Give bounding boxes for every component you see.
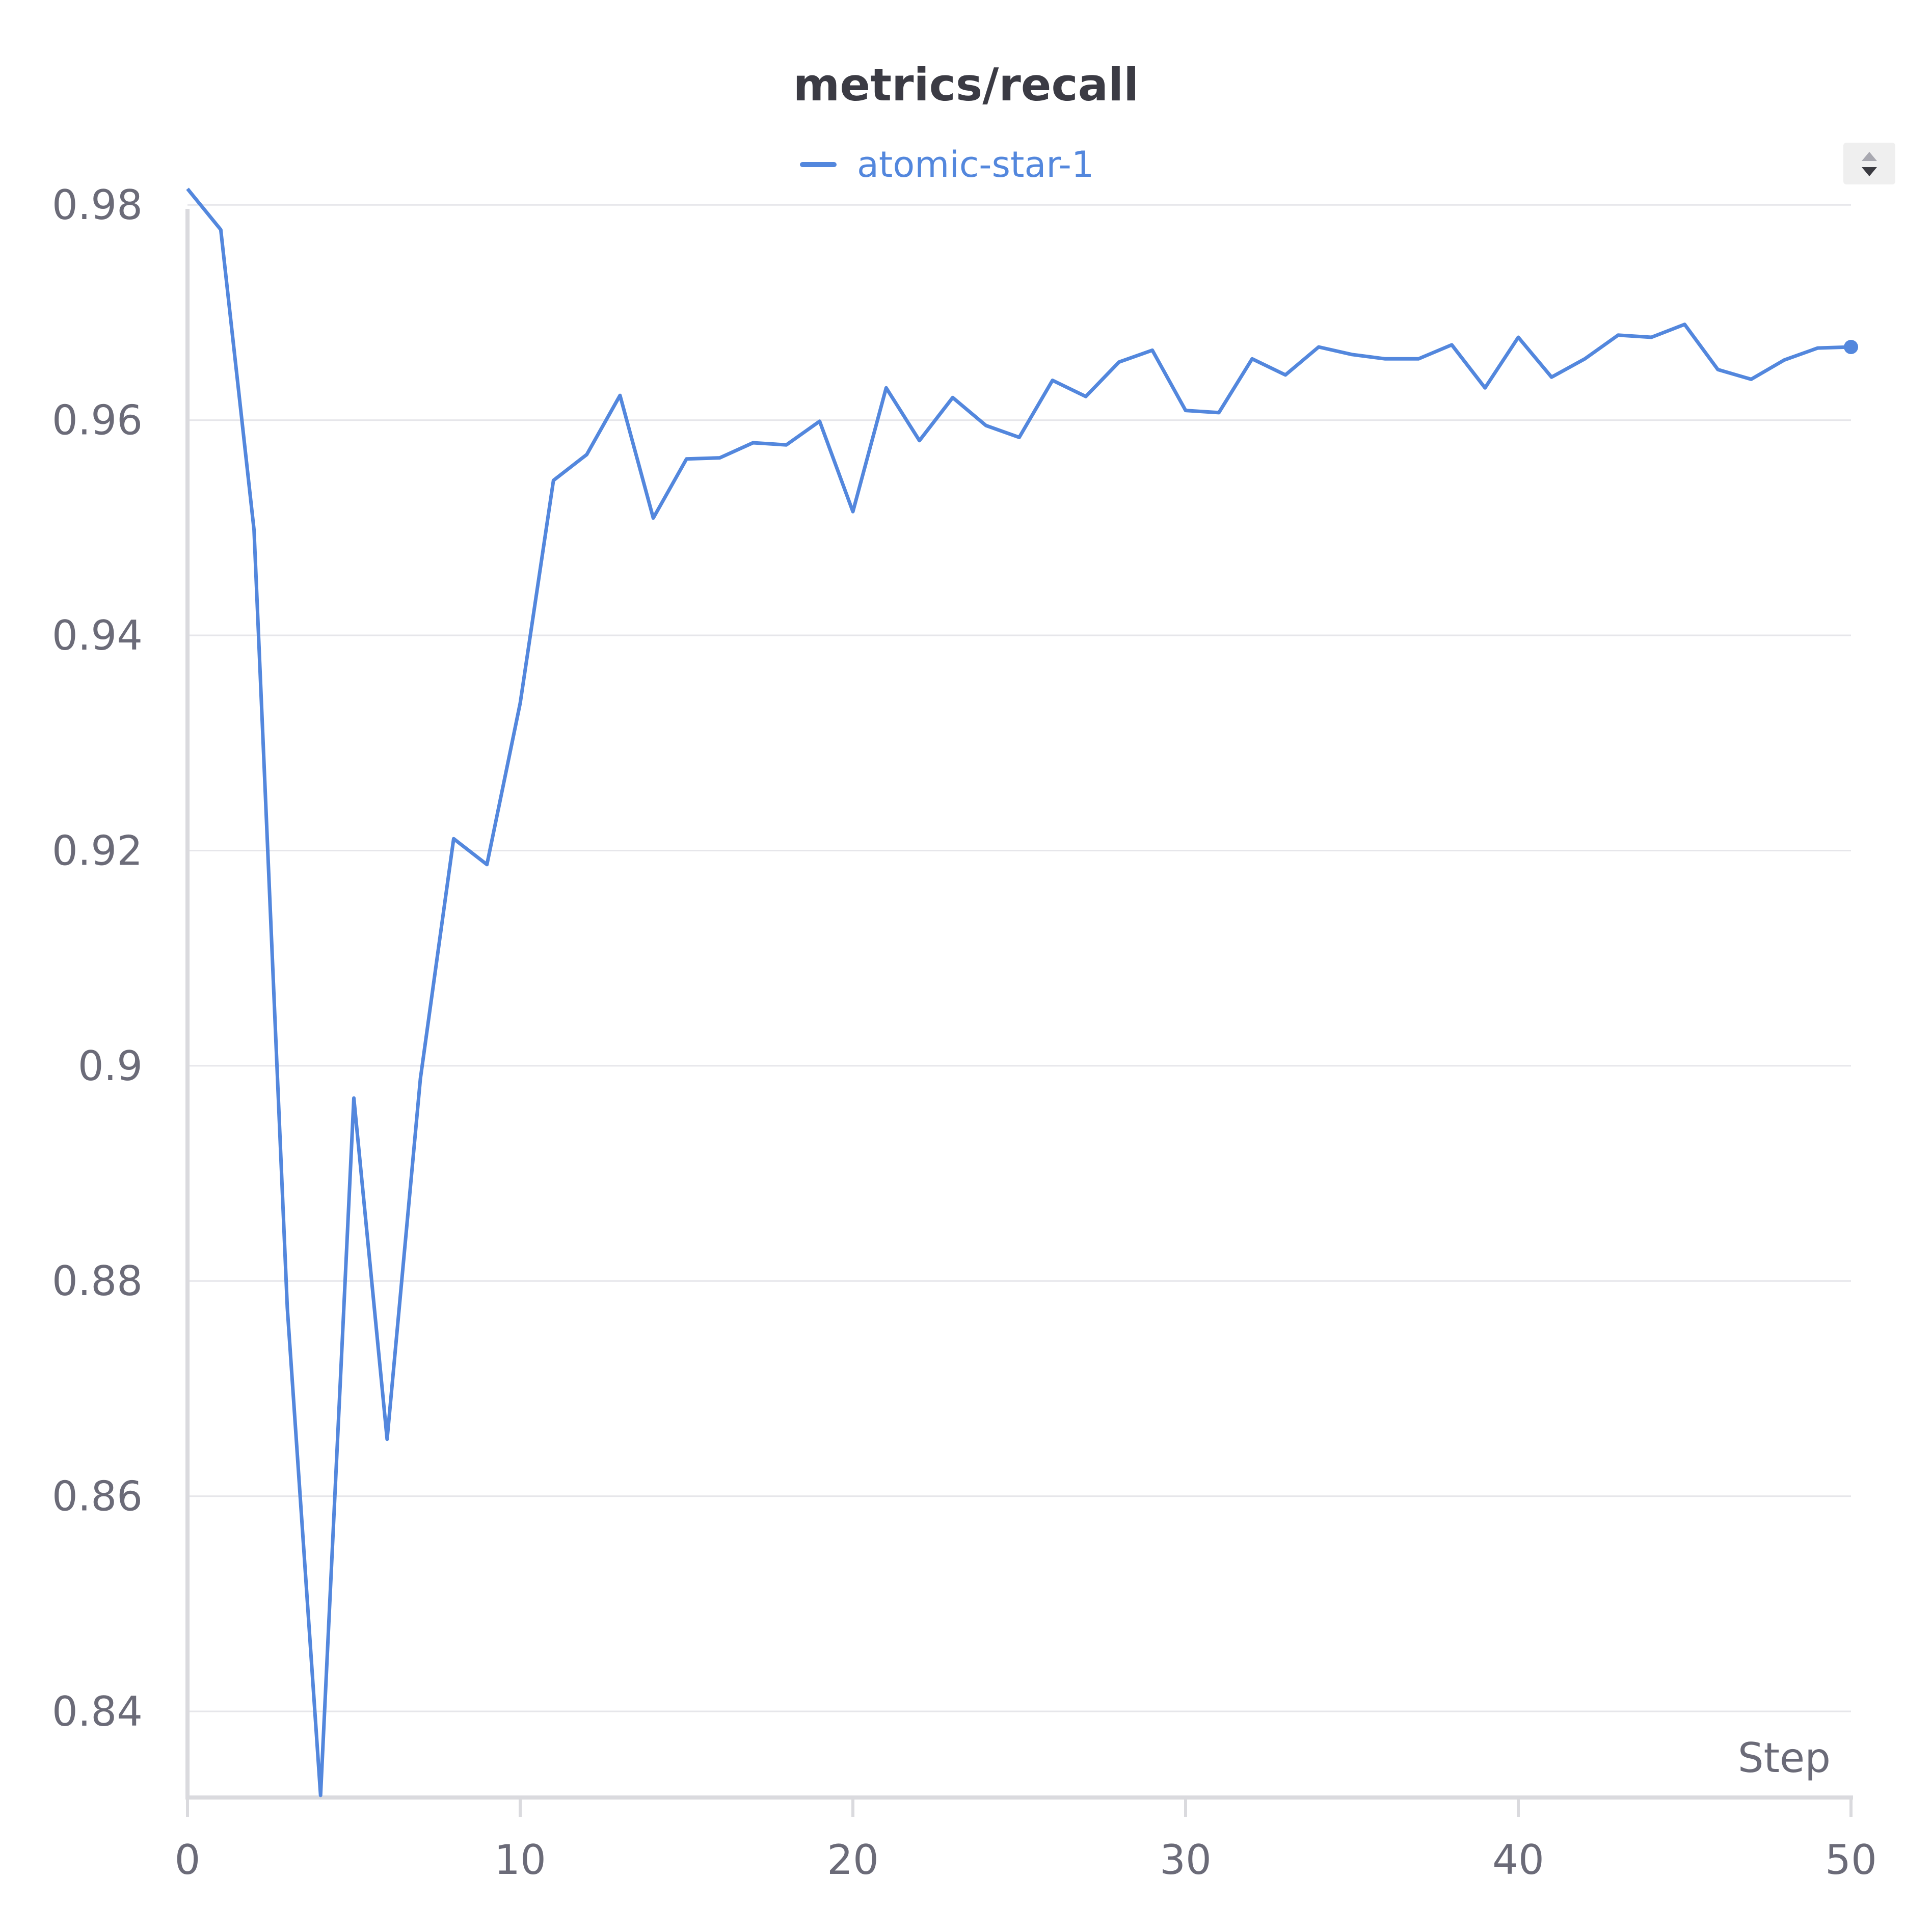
chart-title: metrics/recall	[793, 59, 1139, 111]
series-layer	[186, 187, 1858, 1797]
x-tick-label: 20	[827, 1836, 879, 1884]
y-tick-label: 0.84	[52, 1688, 143, 1735]
x-tick-label: 40	[1492, 1836, 1544, 1884]
x-tick-label: 0	[175, 1836, 201, 1884]
y-tick-label: 0.9	[78, 1042, 143, 1090]
legend-sort-button[interactable]	[1843, 143, 1895, 184]
x-tick-label: 30	[1160, 1836, 1212, 1884]
last-point-marker	[1844, 340, 1858, 355]
y-tick-label: 0.92	[52, 827, 143, 874]
y-tick-label: 0.96	[52, 397, 143, 444]
x-axis-label: Step	[1738, 1734, 1831, 1782]
legend-swatch	[800, 162, 837, 167]
series-line	[186, 187, 1852, 1797]
y-tick-label: 0.86	[52, 1473, 143, 1520]
tick-labels: 0.84 0.86 0.88 0.9 0.92 0.94 0.96 0.98 0 10 20 30 40…	[52, 181, 1877, 1884]
y-tick-label: 0.94	[52, 612, 143, 659]
y-tick-label: 0.98	[52, 181, 143, 229]
axes	[185, 209, 1853, 1817]
y-tick-label: 0.88	[52, 1257, 143, 1305]
gridlines	[187, 204, 1851, 1712]
legend[interactable]: atomic-star-1	[800, 142, 1094, 187]
x-tick-label: 10	[494, 1836, 546, 1884]
legend-label: atomic-star-1	[857, 144, 1094, 185]
x-tick-label: 50	[1825, 1836, 1877, 1884]
sort-icon	[1862, 152, 1877, 176]
